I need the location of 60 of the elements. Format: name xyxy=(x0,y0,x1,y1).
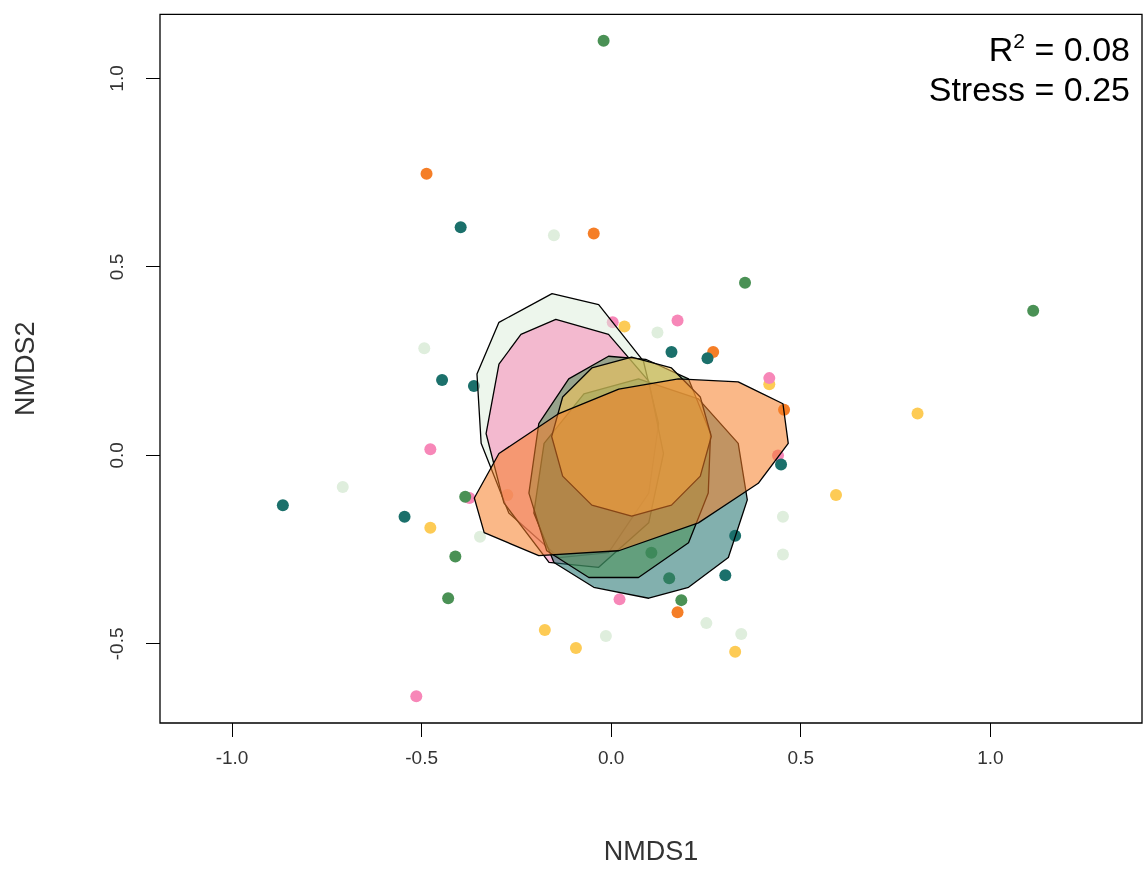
point xyxy=(467,380,480,393)
point xyxy=(424,521,437,534)
x-axis-title: NMDS1 xyxy=(603,836,699,867)
y-tick-label: -0.5 xyxy=(106,627,128,661)
point xyxy=(449,550,462,563)
point xyxy=(701,352,714,365)
point xyxy=(665,346,678,359)
y-tick-label: 0.5 xyxy=(106,253,128,281)
x-tick-label: 1.0 xyxy=(977,746,1004,768)
point xyxy=(459,490,472,503)
point xyxy=(442,592,455,605)
x-tick-label: -1.0 xyxy=(215,746,249,768)
point xyxy=(569,641,582,654)
point xyxy=(911,407,924,420)
point xyxy=(775,458,788,471)
point xyxy=(776,510,789,523)
point xyxy=(675,594,688,607)
point xyxy=(618,320,631,333)
y-axis-title: NMDS2 xyxy=(9,321,40,416)
point xyxy=(671,606,684,619)
point xyxy=(663,572,676,585)
point xyxy=(454,221,467,234)
point xyxy=(398,510,411,523)
point xyxy=(597,34,610,47)
point xyxy=(538,623,551,636)
point xyxy=(599,629,612,642)
point xyxy=(501,488,514,501)
point xyxy=(700,617,713,630)
point xyxy=(729,529,742,542)
point xyxy=(587,227,600,240)
x-tick-label: 0.5 xyxy=(787,746,814,768)
x-tick-label: 0.0 xyxy=(597,746,625,768)
x-tick-label: -0.5 xyxy=(405,746,438,768)
point xyxy=(772,449,785,462)
point xyxy=(729,645,742,658)
point xyxy=(606,316,619,329)
point xyxy=(776,548,789,561)
annotation: Stress = 0.25 xyxy=(928,70,1130,109)
point xyxy=(830,488,843,501)
point xyxy=(651,326,664,339)
point xyxy=(645,546,658,559)
point xyxy=(1027,304,1040,317)
point xyxy=(436,374,449,387)
point xyxy=(763,372,776,385)
point xyxy=(420,167,433,180)
point xyxy=(410,690,423,703)
point xyxy=(735,628,748,641)
point xyxy=(671,314,684,327)
point xyxy=(778,403,791,416)
point xyxy=(336,481,349,494)
point xyxy=(547,229,560,242)
y-tick-label: 1.0 xyxy=(106,65,128,92)
y-tick-label: 0.0 xyxy=(106,442,128,469)
point xyxy=(474,530,486,543)
point xyxy=(613,593,626,606)
point xyxy=(276,499,289,512)
point xyxy=(719,569,732,582)
point xyxy=(424,443,437,456)
point xyxy=(739,276,752,289)
point xyxy=(418,342,431,355)
